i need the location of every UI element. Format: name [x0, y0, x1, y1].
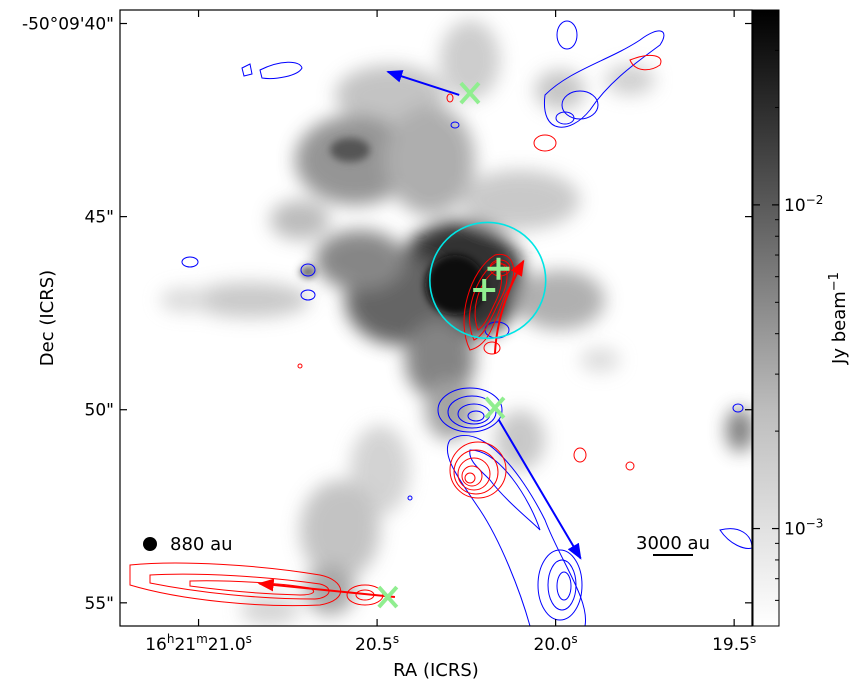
plus-marker — [487, 257, 510, 280]
colorbar-label-text: Jy beam−1 — [827, 272, 851, 365]
y-tick-label: 45" — [85, 208, 114, 228]
outflow-arrow-blue — [497, 418, 582, 560]
colorbar-label: Jy beam−1 — [827, 272, 851, 365]
outflow-arrow-red — [493, 259, 525, 354]
y-axis: -50°09'40" 45" 50" 55" — [22, 15, 752, 614]
outflow-arrow-red — [257, 578, 396, 599]
x-tick-label: 20.5s — [355, 632, 399, 655]
x-marker — [459, 81, 481, 105]
y-tick-label: 50" — [85, 401, 114, 421]
colorbar-ticks: 10−2 10−3 — [753, 9, 823, 627]
y-tick-label: -50°09'40" — [22, 15, 114, 35]
x-axis: 16h21m21.0s 20.5s 20.0s 19.5s — [145, 10, 756, 655]
scale-bar-label: 3000 au — [636, 533, 710, 554]
x-tick-label: 20.0s — [534, 632, 578, 655]
colorbar-tick-label: 10−2 — [784, 193, 823, 216]
x-axis-label: RA (ICRS) — [393, 660, 479, 681]
y-axis-label: Dec (ICRS) — [37, 270, 58, 366]
beam-label: 880 au — [170, 534, 233, 555]
colorbar-tick-label: 10−3 — [784, 517, 823, 540]
colorbar-label-main: Jy beam — [829, 291, 850, 365]
beam-ellipse — [143, 537, 157, 551]
colorbar — [753, 10, 779, 626]
x-marker — [377, 585, 399, 609]
source-circle — [429, 221, 547, 340]
colorbar-label-exponent: −1 — [827, 272, 842, 291]
x-tick-label: 19.5s — [712, 632, 756, 655]
outflow-arrow-blue — [386, 70, 460, 96]
overlay-layer — [257, 70, 582, 609]
colorbar-frame — [752, 9, 780, 627]
plus-marker — [473, 279, 496, 301]
x-marker — [484, 396, 506, 420]
plot-frame — [119, 9, 753, 627]
continuum-image — [160, 20, 752, 625]
x-tick-label: 16h21m21.0s — [145, 632, 252, 655]
y-tick-label: 55" — [85, 594, 114, 614]
